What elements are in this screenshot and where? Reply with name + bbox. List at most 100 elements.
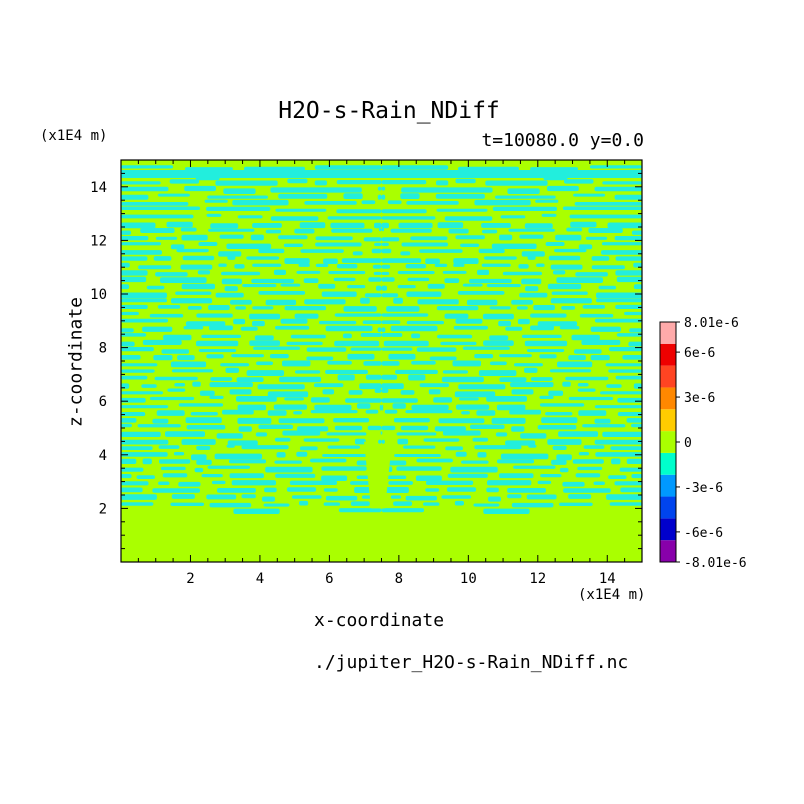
field-band	[289, 480, 337, 485]
field-band	[507, 188, 540, 194]
field-band	[160, 277, 207, 283]
field-band	[530, 167, 578, 171]
field-band	[448, 228, 469, 234]
field-band	[217, 488, 256, 493]
field-band	[508, 228, 555, 232]
field-band	[509, 409, 541, 415]
field-band	[278, 193, 328, 199]
field-band	[180, 227, 197, 232]
field-band	[381, 186, 386, 191]
field-band	[551, 459, 567, 465]
field-band	[121, 494, 157, 500]
y-tick-label: 6	[99, 394, 107, 410]
field-band	[381, 425, 396, 431]
field-band	[429, 356, 457, 361]
field-band	[380, 431, 382, 435]
field-band	[568, 355, 586, 361]
field-band	[419, 383, 450, 388]
colorbar-label: 3e-6	[684, 391, 715, 406]
field-band	[252, 263, 282, 267]
field-band	[460, 243, 480, 247]
field-band	[511, 389, 534, 395]
field-band	[433, 397, 453, 403]
field-band	[262, 496, 275, 502]
field-band	[406, 320, 444, 325]
field-band	[374, 388, 382, 393]
field-band	[177, 355, 195, 361]
x-tick-label: 10	[460, 571, 477, 587]
field-band	[383, 340, 429, 347]
field-band	[524, 223, 553, 229]
field-band	[608, 369, 642, 373]
field-band	[626, 418, 642, 423]
field-band	[254, 335, 274, 341]
field-band	[434, 426, 466, 432]
field-band	[224, 286, 238, 292]
field-band	[229, 389, 252, 395]
field-band	[505, 440, 536, 446]
field-band	[273, 404, 307, 410]
field-band	[377, 327, 382, 333]
field-band	[365, 374, 382, 380]
field-band	[457, 291, 505, 295]
field-band	[121, 397, 146, 403]
field-band	[425, 258, 440, 264]
field-band	[321, 291, 357, 297]
field-band	[381, 439, 385, 444]
field-band	[361, 200, 376, 205]
field-band	[626, 458, 642, 464]
field-band	[362, 320, 382, 324]
field-band	[562, 481, 585, 487]
field-band	[444, 313, 469, 319]
x-tick-label: 2	[186, 571, 194, 587]
field-band	[121, 298, 167, 303]
field-band	[282, 430, 321, 436]
field-band	[390, 495, 402, 499]
field-band	[156, 410, 185, 416]
field-band	[326, 432, 367, 436]
field-band	[169, 179, 200, 184]
field-band	[484, 256, 517, 260]
field-band	[442, 370, 468, 374]
field-band	[244, 166, 305, 171]
field-band	[519, 234, 544, 239]
field-band	[206, 213, 222, 217]
field-band	[336, 264, 358, 269]
field-band	[364, 293, 382, 298]
field-band	[511, 299, 533, 305]
field-band	[121, 439, 169, 445]
field-band	[334, 313, 382, 317]
field-band	[121, 458, 137, 464]
field-band	[196, 340, 239, 347]
field-band	[201, 334, 242, 338]
field-band	[255, 432, 268, 437]
field-band	[155, 272, 188, 277]
field-band	[620, 487, 642, 493]
field-band	[155, 236, 178, 240]
field-band	[405, 410, 453, 414]
field-band	[445, 446, 463, 451]
field-band	[454, 500, 464, 506]
field-band	[606, 384, 622, 388]
field-band	[541, 213, 557, 217]
field-band	[410, 236, 448, 241]
field-band	[299, 446, 318, 451]
field-band	[511, 502, 554, 508]
field-band	[252, 320, 265, 327]
field-band	[381, 242, 389, 247]
field-band	[318, 283, 336, 289]
field-band	[381, 388, 389, 393]
field-band	[227, 440, 258, 446]
field-band	[121, 242, 162, 246]
field-band	[381, 487, 409, 493]
field-band	[152, 418, 169, 424]
field-band	[569, 214, 642, 219]
field-band	[331, 228, 373, 233]
field-band	[185, 167, 233, 171]
field-band	[596, 292, 642, 299]
field-band	[458, 384, 506, 390]
field-band	[526, 494, 557, 500]
field-band	[191, 454, 207, 461]
field-band	[348, 390, 363, 395]
field-band	[437, 334, 473, 339]
